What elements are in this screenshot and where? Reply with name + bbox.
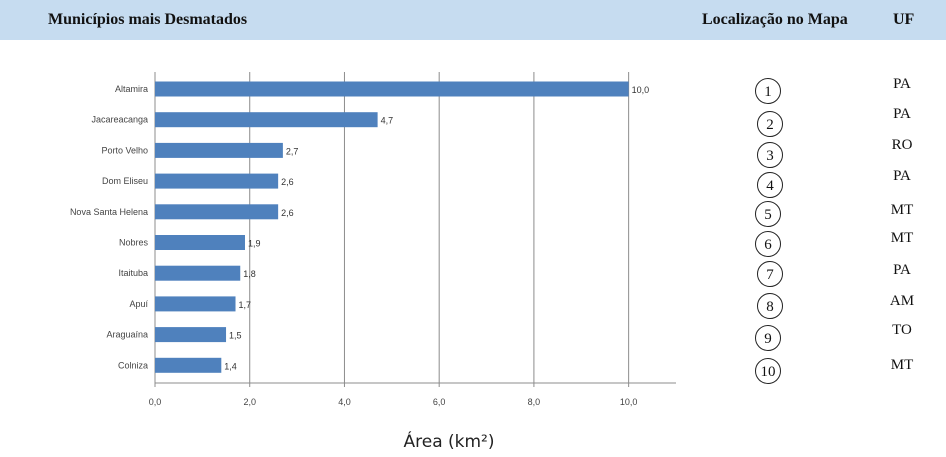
category-label: Nova Santa Helena <box>70 207 148 217</box>
map-location-number: 2 <box>766 117 774 133</box>
uf-code: PA <box>893 262 911 278</box>
uf-code: RO <box>892 137 913 153</box>
map-location-number: 3 <box>766 148 774 164</box>
data-label: 2,7 <box>286 146 299 156</box>
bar <box>155 112 378 128</box>
uf-code: AM <box>890 293 914 309</box>
map-location-circle <box>755 358 781 384</box>
map-location-circle <box>755 231 781 257</box>
x-tick-label: 6,0 <box>433 397 446 407</box>
category-label: Porto Velho <box>101 145 148 155</box>
x-tick-label: 10,0 <box>620 397 638 407</box>
bar <box>155 142 283 158</box>
map-location-number: 5 <box>764 207 772 223</box>
uf-code: MT <box>891 202 914 218</box>
map-location-circle <box>757 172 783 198</box>
bar <box>155 327 227 343</box>
category-label: Apuí <box>129 299 148 309</box>
map-location-number: 10 <box>761 364 776 380</box>
data-label: 4,7 <box>381 116 394 126</box>
map-location-circle <box>757 111 783 137</box>
map-location-circle <box>757 293 783 319</box>
map-location-number: 4 <box>766 178 774 194</box>
map-location-circle <box>755 325 781 351</box>
x-tick-label: 2,0 <box>243 397 256 407</box>
map-location-number: 7 <box>766 267 774 283</box>
header-map-location: Localização no Mapa <box>702 11 848 28</box>
uf-code: PA <box>893 76 911 92</box>
category-label: Dom Eliseu <box>102 176 148 186</box>
map-location-circle <box>755 201 781 227</box>
map-location-circle <box>757 261 783 287</box>
data-label: 1,9 <box>248 239 261 249</box>
category-label: Araguaína <box>106 330 148 340</box>
bar <box>155 235 245 250</box>
uf-code: PA <box>893 106 911 122</box>
data-label: 10,0 <box>632 85 650 95</box>
data-label: 1,7 <box>239 300 252 310</box>
uf-code: MT <box>891 357 914 373</box>
map-location-circle <box>755 78 781 104</box>
category-label: Jacareacanga <box>91 115 148 125</box>
category-label: Colniza <box>118 360 148 370</box>
uf-code: TO <box>892 322 912 338</box>
map-location-number: 6 <box>764 237 772 253</box>
x-tick-label: 4,0 <box>338 397 351 407</box>
bar <box>155 357 222 373</box>
x-axis-title: Área (km²) <box>403 430 494 452</box>
header-bar <box>0 0 946 40</box>
header-uf: UF <box>893 11 915 28</box>
map-location-circle <box>757 142 783 168</box>
map-location-number: 1 <box>764 84 772 100</box>
bar <box>155 296 236 312</box>
category-label: Nobres <box>119 238 149 248</box>
uf-code: MT <box>891 230 914 246</box>
map-location-number: 8 <box>766 299 774 315</box>
bar <box>155 204 279 220</box>
data-label: 1,5 <box>229 331 242 341</box>
category-label: Itaituba <box>118 268 148 278</box>
bar <box>155 265 241 281</box>
x-tick-label: 0,0 <box>149 397 162 407</box>
uf-code: PA <box>893 168 911 184</box>
map-location-number: 9 <box>764 331 772 347</box>
category-label: Altamira <box>115 84 148 94</box>
bar <box>155 173 279 189</box>
data-label: 2,6 <box>281 208 294 218</box>
header-title: Municípios mais Desmatados <box>48 11 248 28</box>
bar <box>155 81 629 97</box>
x-tick-label: 8,0 <box>528 397 541 407</box>
data-label: 1,8 <box>243 269 256 279</box>
data-label: 2,6 <box>281 177 294 187</box>
data-label: 1,4 <box>224 361 237 371</box>
